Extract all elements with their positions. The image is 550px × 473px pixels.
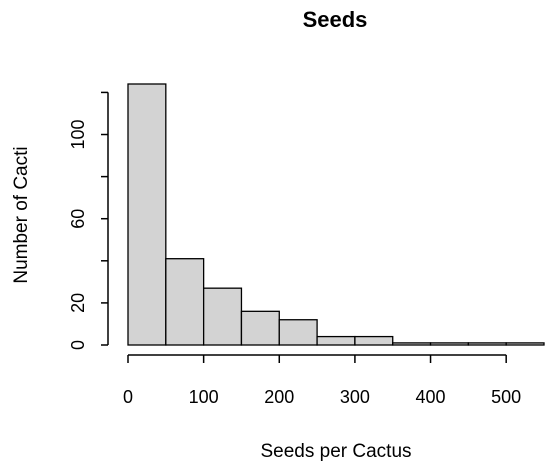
bars-group bbox=[127, 83, 545, 346]
chart-title: Seeds bbox=[303, 7, 368, 32]
x-axis-label: Seeds per Cactus bbox=[260, 441, 411, 462]
y-tick-label: 20 bbox=[68, 293, 88, 313]
y-axis: 0 20 60 100 bbox=[68, 91, 109, 350]
y-axis-label: Number of Cacti bbox=[11, 146, 32, 283]
histogram-bar bbox=[354, 335, 394, 346]
histogram-bar bbox=[278, 319, 318, 346]
x-tick-label: 400 bbox=[416, 387, 446, 407]
x-tick-label: 200 bbox=[264, 387, 294, 407]
y-tick-label: 0 bbox=[68, 340, 88, 350]
histogram-bar bbox=[429, 342, 470, 346]
y-tick-label: 100 bbox=[68, 119, 88, 149]
histogram-bar bbox=[505, 342, 545, 346]
histogram-bar bbox=[202, 287, 243, 346]
x-axis: 0 100 200 300 400 500 bbox=[123, 354, 521, 407]
x-tick-label: 0 bbox=[123, 387, 133, 407]
histogram-bar bbox=[392, 342, 432, 346]
histogram-bar bbox=[467, 342, 507, 346]
histogram-bar bbox=[240, 310, 280, 346]
x-tick-label: 100 bbox=[189, 387, 219, 407]
x-tick-label: 500 bbox=[491, 387, 521, 407]
y-tick-label: 60 bbox=[68, 209, 88, 229]
histogram-bar bbox=[127, 83, 167, 346]
histogram-bar bbox=[165, 258, 205, 346]
histogram-bar bbox=[316, 335, 356, 346]
x-tick-label: 300 bbox=[340, 387, 370, 407]
